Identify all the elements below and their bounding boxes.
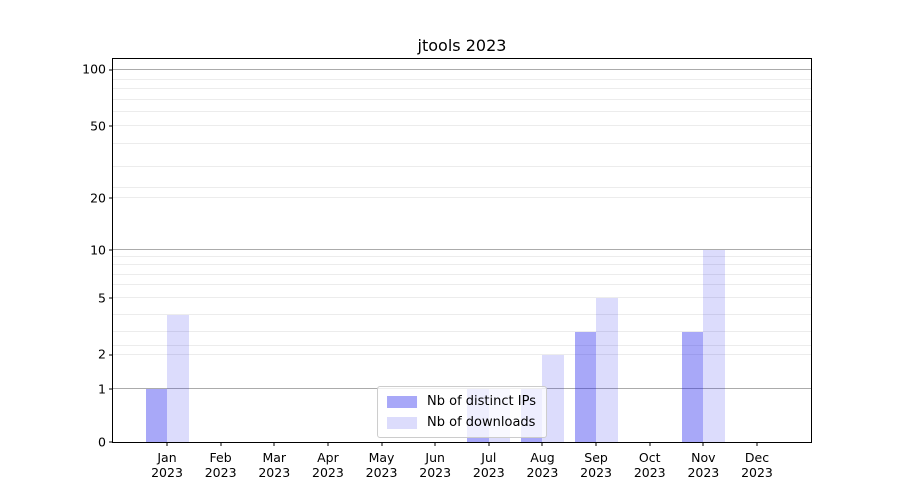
y-tick-label-100: 100	[82, 61, 106, 77]
gridline-70	[113, 98, 811, 100]
bar-distinct-ips-nov	[681, 331, 704, 442]
gridline-2.5	[113, 344, 811, 346]
x-tick-sep	[595, 442, 597, 446]
x-tick-label-may: May 2023	[365, 450, 398, 480]
legend-label-distinct-ips: Nb of distinct IPs	[427, 394, 536, 409]
y-tick-label-10: 10	[90, 241, 106, 257]
x-tick-label-sep: Sep 2023	[580, 450, 612, 480]
bar-downloads-jan	[167, 314, 189, 442]
bar-downloads-sep	[596, 298, 618, 442]
x-tick-label-dec: Dec 2023	[741, 450, 773, 480]
gridline-5	[113, 297, 811, 298]
legend-entry-downloads: Nb of downloads	[387, 415, 536, 430]
y-tick-label-0: 0	[98, 433, 106, 449]
x-tick-label-mar: Mar 2023	[258, 450, 291, 480]
x-tick-label-feb: Feb 2023	[204, 450, 237, 480]
x-tick-feb	[220, 442, 222, 446]
legend-swatch-distinct-ips-icon	[387, 395, 418, 408]
x-tick-may	[381, 442, 383, 446]
y-tick-100	[109, 69, 113, 71]
gridline-7	[113, 273, 811, 275]
y-tick-1	[109, 388, 113, 390]
x-tick-aug	[541, 442, 543, 446]
legend-label-downloads: Nb of downloads	[427, 415, 536, 430]
y-tick-label-2: 2	[98, 346, 106, 362]
x-tick-label-apr: Apr 2023	[312, 450, 344, 480]
y-tick-50	[109, 125, 113, 127]
gridline-30	[113, 165, 811, 167]
gridline-2	[113, 353, 811, 355]
y-tick-0	[109, 441, 113, 443]
legend: Nb of distinct IPs Nb of downloads	[377, 386, 547, 438]
y-tick-label-1: 1	[98, 380, 106, 396]
legend-entry-distinct-ips: Nb of distinct IPs	[387, 394, 536, 409]
gridline-25	[113, 186, 811, 188]
x-tick-apr	[327, 442, 329, 446]
gridline-20	[113, 197, 811, 198]
y-tick-label-50: 50	[90, 117, 106, 133]
x-tick-jun	[434, 442, 436, 446]
x-tick-dec	[756, 442, 758, 446]
y-tick-label-5: 5	[98, 289, 106, 305]
x-tick-label-oct: Oct 2023	[633, 450, 666, 480]
x-tick-nov	[702, 442, 704, 446]
gridline-8	[113, 264, 811, 266]
x-tick-label-jun: Jun 2023	[419, 450, 452, 480]
gridline-60	[113, 110, 811, 112]
x-tick-label-jul: Jul 2023	[472, 450, 505, 480]
bar-distinct-ips-jan	[145, 389, 167, 442]
y-tick-5	[109, 297, 113, 299]
x-tick-jul	[488, 442, 490, 446]
gridline-100	[113, 68, 811, 70]
bar-downloads-nov	[703, 250, 725, 442]
gridline-40	[113, 142, 811, 144]
x-tick-label-aug: Aug 2023	[526, 450, 559, 480]
x-tick-oct	[649, 442, 651, 446]
gridline-6	[113, 284, 811, 286]
gridline-3	[113, 330, 811, 332]
x-tick-mar	[273, 442, 275, 446]
gridline-80	[113, 88, 811, 90]
gridline-90	[113, 79, 811, 81]
gridline-10	[113, 249, 811, 251]
legend-swatch-downloads-icon	[387, 416, 418, 429]
gridline-50	[113, 125, 811, 126]
plot-area: Nb of distinct IPs Nb of downloads 0 1 2 5 1…	[82, 58, 812, 480]
y-tick-20	[109, 197, 113, 199]
y-tick-2	[109, 354, 113, 356]
bar-downloads-aug	[542, 354, 564, 442]
y-tick-10	[109, 249, 113, 251]
x-tick-label-nov: Nov 2023	[687, 450, 720, 480]
bar-distinct-ips-sep	[574, 331, 597, 442]
gridline-9	[113, 256, 811, 258]
x-tick-jan	[166, 442, 168, 446]
y-tick-label-20: 20	[90, 189, 106, 205]
gridline-4	[113, 313, 811, 315]
x-tick-label-jan: Jan 2023	[151, 450, 183, 480]
chart-title: jtools 2023	[417, 36, 507, 55]
